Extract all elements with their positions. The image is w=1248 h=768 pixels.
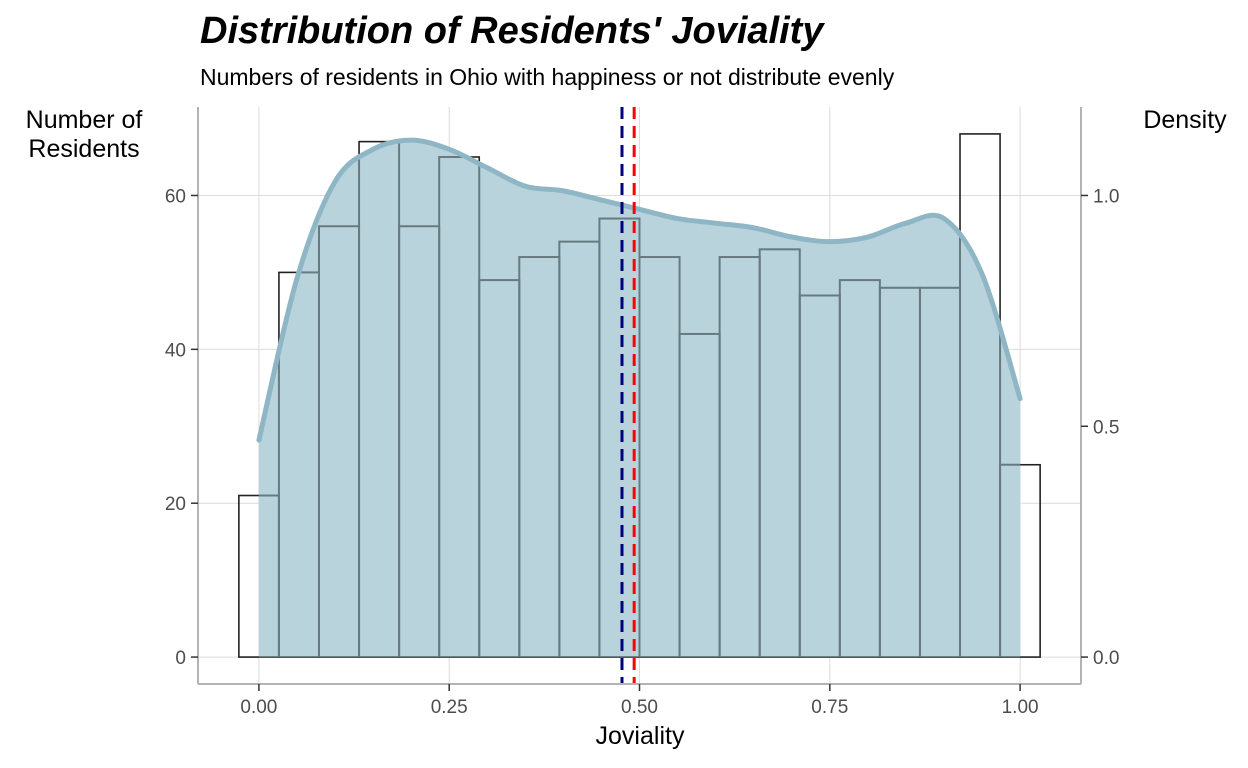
x-tick-label: 0.50 [621,697,658,718]
y-axis-label-left: Number of Residents [25,106,143,163]
y2-tick-label: 1.0 [1093,186,1119,207]
bar-overlap-group [258,140,1021,658]
density-line [256,137,1023,443]
y-axis-label-right: Density [1143,106,1227,134]
x-tick-label: 0.25 [431,697,468,718]
x-axis-label: Joviality [595,722,685,750]
y2-tick-label: 0.5 [1093,417,1119,438]
y-tick-label: 0 [175,648,186,669]
x-tick-label: 0.00 [240,697,277,718]
chart-subtitle: Numbers of residents in Ohio with happin… [200,64,895,90]
y2-tick-label: 0.0 [1093,648,1119,669]
histogram-bar-overlap [999,463,1021,658]
chart-title: Distribution of Residents' Joviality [200,10,824,52]
y-tick-label: 20 [165,494,186,515]
x-tick-label: 1.00 [1002,697,1039,718]
x-tick-label: 0.75 [811,697,848,718]
y-tick-label: 40 [165,340,186,361]
histogram-bar-overlap [959,140,1002,658]
y-tick-label: 60 [165,186,186,207]
